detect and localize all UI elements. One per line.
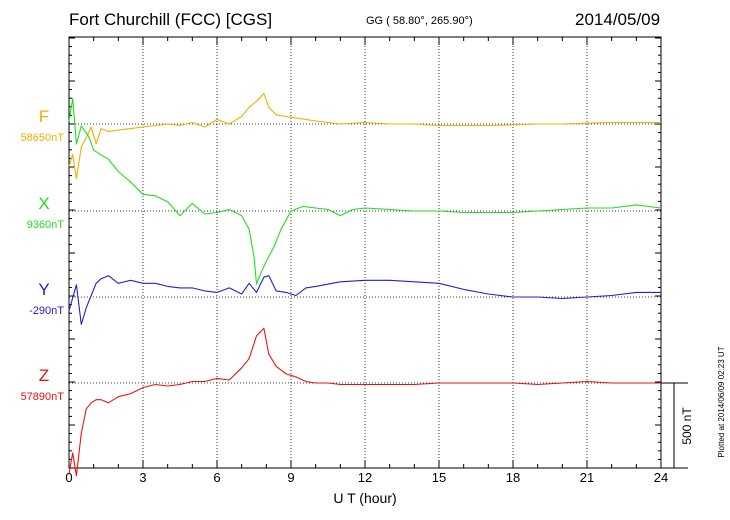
series-name-z: Z <box>39 366 49 385</box>
series-labels: F 58650nT X 9360nT Y -290nT Z 57890nT <box>21 107 65 403</box>
grid-lines <box>142 37 588 468</box>
scale-bar-label: 500 nT <box>680 407 694 445</box>
series-baseline-x: 9360nT <box>27 219 65 231</box>
x-tick-labels: 0 3 6 9 12 15 18 21 24 <box>65 470 668 485</box>
series-lines <box>68 93 662 477</box>
chart-title: Fort Churchill (FCC) [CGS] <box>69 10 273 29</box>
series-line-z <box>68 327 661 477</box>
x-tick-label: 9 <box>287 470 294 485</box>
x-tick-label: 3 <box>139 470 146 485</box>
station-coordinates: GG ( 58.80°, 265.90°) <box>366 15 473 27</box>
series-baseline-y: -290nT <box>29 305 64 317</box>
x-tick-label: 6 <box>213 470 220 485</box>
x-tick-label: 15 <box>432 470 446 485</box>
x-tick-label: 24 <box>654 470 668 485</box>
x-tick-label: 0 <box>65 470 72 485</box>
scale-bar <box>661 382 688 469</box>
series-baseline-z: 57890nT <box>21 391 65 403</box>
series-name-f: F <box>39 107 49 126</box>
series-line-y <box>68 275 661 325</box>
x-tick-label: 18 <box>506 470 520 485</box>
series-line-f <box>68 93 661 180</box>
x-axis-label: U T (hour) <box>333 490 396 506</box>
series-name-y: Y <box>38 280 49 299</box>
x-tick-label: 12 <box>358 470 372 485</box>
x-tick-label: 21 <box>580 470 594 485</box>
series-line-x <box>68 97 662 285</box>
series-name-x: X <box>38 194 49 213</box>
series-baseline-f: 58650nT <box>21 132 65 144</box>
chart-date: 2014/05/09 <box>575 10 661 29</box>
plotted-timestamp: Plotted at 2014/06/09 02:23 UT <box>717 346 726 457</box>
